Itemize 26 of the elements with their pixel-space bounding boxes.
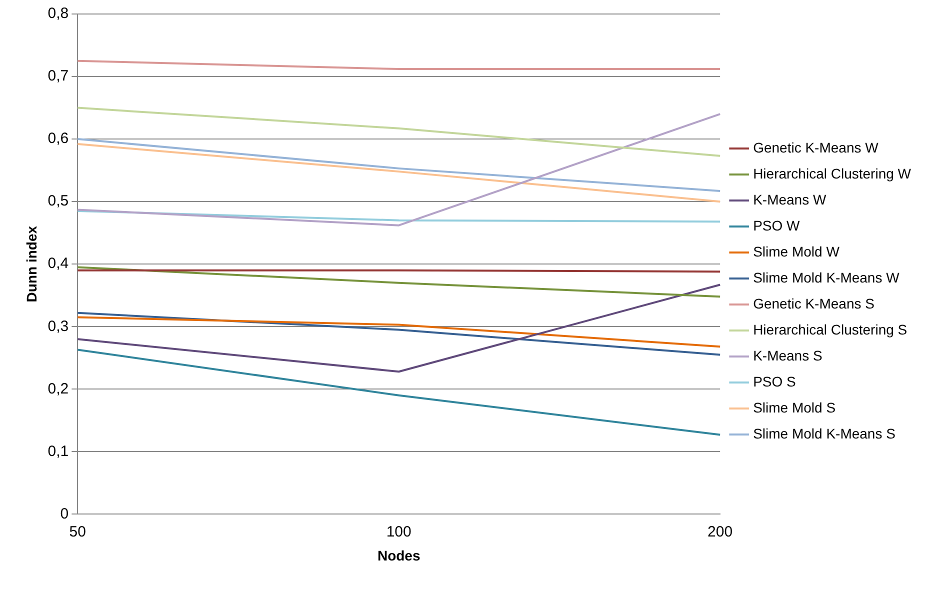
legend-label: Slime Mold S: [753, 399, 836, 416]
y-tick-label: 0,4: [48, 255, 69, 272]
legend-label: Slime Mold K-Means S: [753, 425, 896, 442]
y-tick-label: 0,2: [48, 380, 69, 398]
legend-label: Slime Mold W: [753, 243, 840, 260]
legend-label: K-Means S: [753, 347, 822, 364]
x-tick-label: 50: [69, 523, 86, 540]
y-tick-label: 0,6: [48, 130, 69, 148]
legend-label: PSO S: [753, 373, 796, 390]
y-axis-title: Dunn index: [23, 226, 40, 302]
x-tick-label: 100: [386, 523, 412, 540]
legend-label: PSO W: [753, 217, 801, 234]
y-tick-label: 0,7: [48, 68, 69, 85]
legend-label: Genetic K-Means W: [753, 139, 880, 156]
legend-label: Genetic K-Means S: [753, 295, 874, 312]
legend-label: Slime Mold K-Means W: [753, 269, 900, 286]
legend-label: K-Means W: [753, 191, 827, 208]
y-tick-label: 0,1: [48, 442, 69, 460]
y-tick-label: 0,5: [48, 192, 69, 210]
y-tick-label: 0,3: [48, 318, 69, 335]
x-axis-title: Nodes: [377, 547, 420, 564]
x-tick-label: 200: [708, 523, 733, 540]
y-tick-label: 0: [60, 505, 69, 522]
legend-label: Hierarchical Clustering W: [753, 165, 912, 182]
y-tick-label: 0,8: [48, 5, 69, 22]
legend-label: Hierarchical Clustering S: [753, 321, 908, 338]
